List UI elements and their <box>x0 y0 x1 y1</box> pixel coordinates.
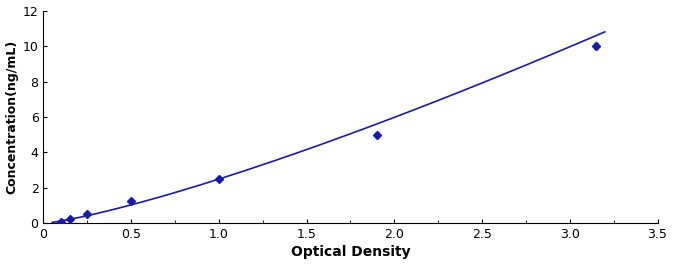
X-axis label: Optical Density: Optical Density <box>291 245 411 259</box>
Y-axis label: Concentration(ng/mL): Concentration(ng/mL) <box>5 40 19 194</box>
